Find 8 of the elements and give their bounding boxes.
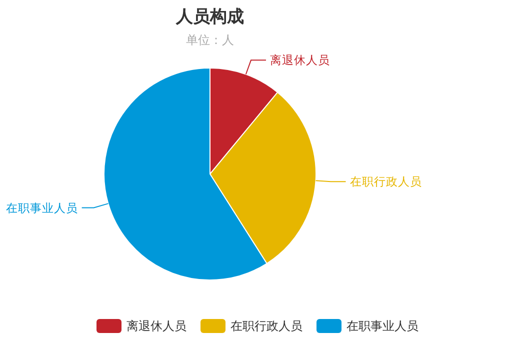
slice-label: 离退休人员: [270, 53, 330, 68]
slice-label: 在职行政人员: [350, 174, 422, 189]
slice-label: 在职事业人员: [6, 200, 78, 215]
legend-label: 离退休人员: [126, 319, 186, 333]
legend-label: 在职行政人员: [230, 319, 302, 333]
legend-label: 在职事业人员: [346, 319, 418, 333]
chart-title: 人员构成: [175, 7, 244, 27]
chart-subtitle: 单位：人: [186, 33, 234, 47]
